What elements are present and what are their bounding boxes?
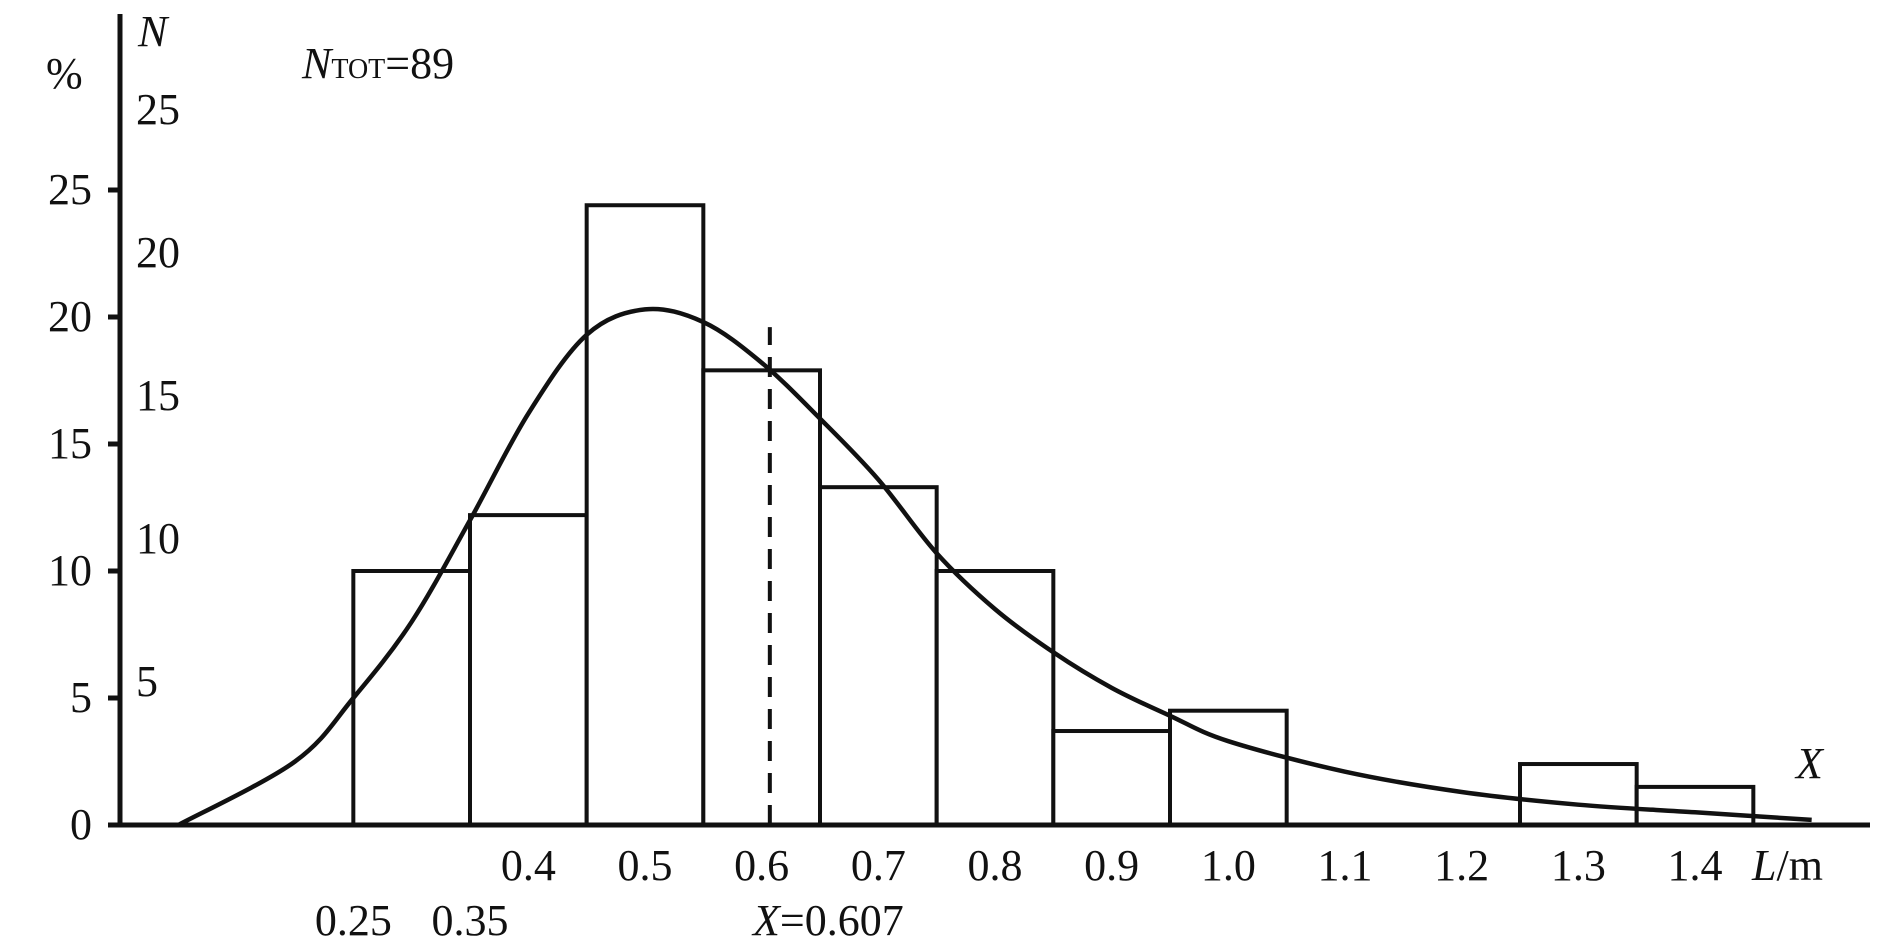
x-tick-label: 1.1 bbox=[1318, 841, 1373, 890]
y-axis-ticks bbox=[108, 187, 120, 828]
y-left-tick-label: 5 bbox=[70, 673, 92, 722]
x-tick-labels: 0.4 0.5 0.6 0.7 0.8 0.9 1.0 1.1 1.2 1.3 1.4 0.25 0.3… bbox=[315, 841, 1723, 945]
n-total-symbol: N bbox=[301, 39, 334, 88]
y-left-tick-label: 20 bbox=[48, 292, 92, 341]
x-tick-label: 1.0 bbox=[1201, 841, 1256, 890]
y-right-tick-label: 10 bbox=[136, 514, 180, 563]
y-left-tick-labels: 0 5 10 15 20 25 bbox=[48, 165, 92, 849]
histogram-bar-1 bbox=[468, 513, 589, 827]
x-tick-label: 1.3 bbox=[1551, 841, 1606, 890]
n-total-subscript: TOT bbox=[331, 54, 385, 85]
y-right-tick-label: 25 bbox=[136, 85, 180, 134]
histogram-bars bbox=[351, 203, 1756, 828]
histogram-bar-9 bbox=[1634, 784, 1756, 828]
y-right-tick-labels: 5 10 15 20 25 bbox=[136, 85, 180, 706]
x-axis-end-label: X bbox=[1794, 739, 1825, 788]
x-axis-label-symbol: L bbox=[1751, 841, 1776, 890]
histogram-bar-4 bbox=[818, 485, 939, 827]
x-axis-label: L/m bbox=[1751, 841, 1823, 890]
x-tick-label: 0.4 bbox=[501, 841, 556, 890]
n-total-annotation: NTOT=89 bbox=[301, 39, 454, 88]
y-left-tick-label: 10 bbox=[48, 546, 92, 595]
y-right-tick-label: 15 bbox=[136, 371, 180, 420]
y-left-axis-label: % bbox=[46, 49, 83, 98]
y-right-axis-label: N bbox=[137, 7, 170, 56]
histogram-bar-8 bbox=[1518, 762, 1639, 827]
y-left-tick-label: 15 bbox=[48, 419, 92, 468]
x-tick-label: 0.6 bbox=[734, 841, 789, 890]
x-tick-label: 1.2 bbox=[1434, 841, 1489, 890]
x-axis-label-unit: /m bbox=[1776, 841, 1822, 890]
x-tick-label: 0.7 bbox=[851, 841, 906, 890]
x-lower-tick-label: 0.25 bbox=[315, 896, 392, 945]
histogram-bar-3 bbox=[701, 368, 822, 827]
y-left-tick-label: 0 bbox=[70, 800, 92, 849]
histogram-bar-7 bbox=[1168, 708, 1289, 828]
y-right-tick-label: 5 bbox=[136, 657, 158, 706]
histogram-bar-2 bbox=[584, 203, 706, 828]
x-tick-label: 0.8 bbox=[968, 841, 1023, 890]
histogram-bar-6 bbox=[1051, 729, 1173, 828]
x-lower-tick-label: 0.35 bbox=[432, 896, 509, 945]
n-total-value: =89 bbox=[385, 39, 454, 88]
y-left-tick-label: 25 bbox=[48, 165, 92, 214]
y-right-tick-label: 20 bbox=[136, 228, 180, 277]
histogram-bar-0 bbox=[351, 569, 473, 827]
x-tick-label: 1.4 bbox=[1668, 841, 1723, 890]
fitted-distribution-curve bbox=[177, 306, 1812, 827]
mean-value-label: X=0.607 bbox=[751, 896, 904, 945]
x-tick-label: 0.5 bbox=[618, 841, 673, 890]
mean-value-text: =0.607 bbox=[780, 896, 904, 945]
x-tick-label: 0.9 bbox=[1084, 841, 1139, 890]
histogram-bar-5 bbox=[934, 569, 1056, 827]
mean-value-symbol: X bbox=[751, 896, 782, 945]
